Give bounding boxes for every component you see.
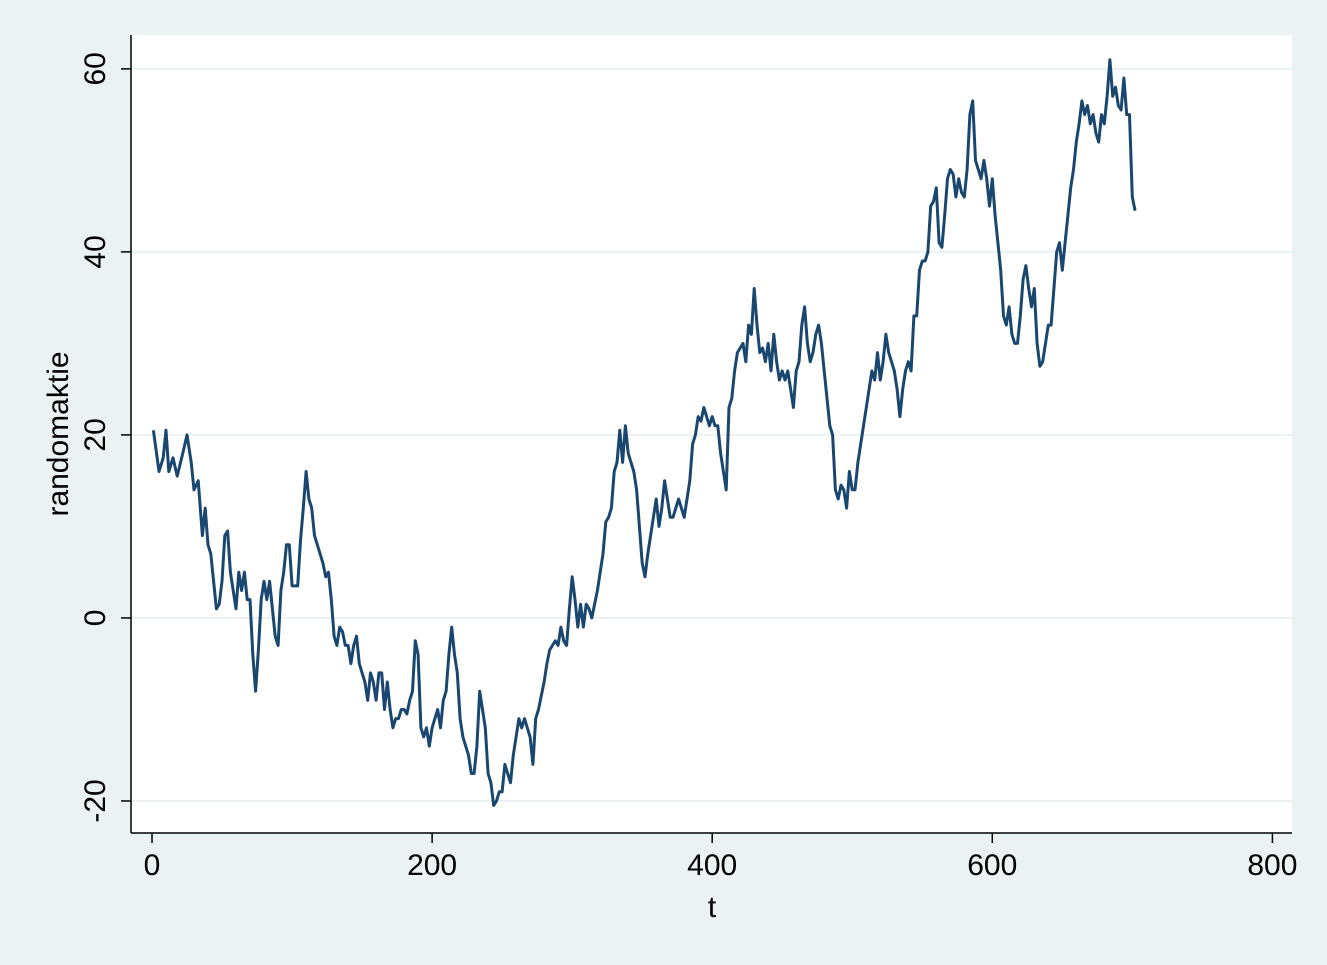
data-line (151, 58, 1137, 807)
y-tick-label: -20 (79, 779, 112, 822)
y-tick-label: 0 (79, 610, 112, 627)
x-tick-label: 600 (967, 849, 1017, 882)
y-tick-label: 60 (79, 52, 112, 85)
x-tick-label: 0 (144, 849, 161, 882)
x-tick-label: 800 (1247, 849, 1297, 882)
x-tick-label: 400 (687, 849, 737, 882)
y-tick-label: 20 (79, 418, 112, 451)
y-tick-label: 40 (79, 235, 112, 268)
y-axis-label: randomaktie (42, 351, 75, 516)
x-axis-label: t (708, 891, 717, 924)
x-tick-label: 200 (407, 849, 457, 882)
